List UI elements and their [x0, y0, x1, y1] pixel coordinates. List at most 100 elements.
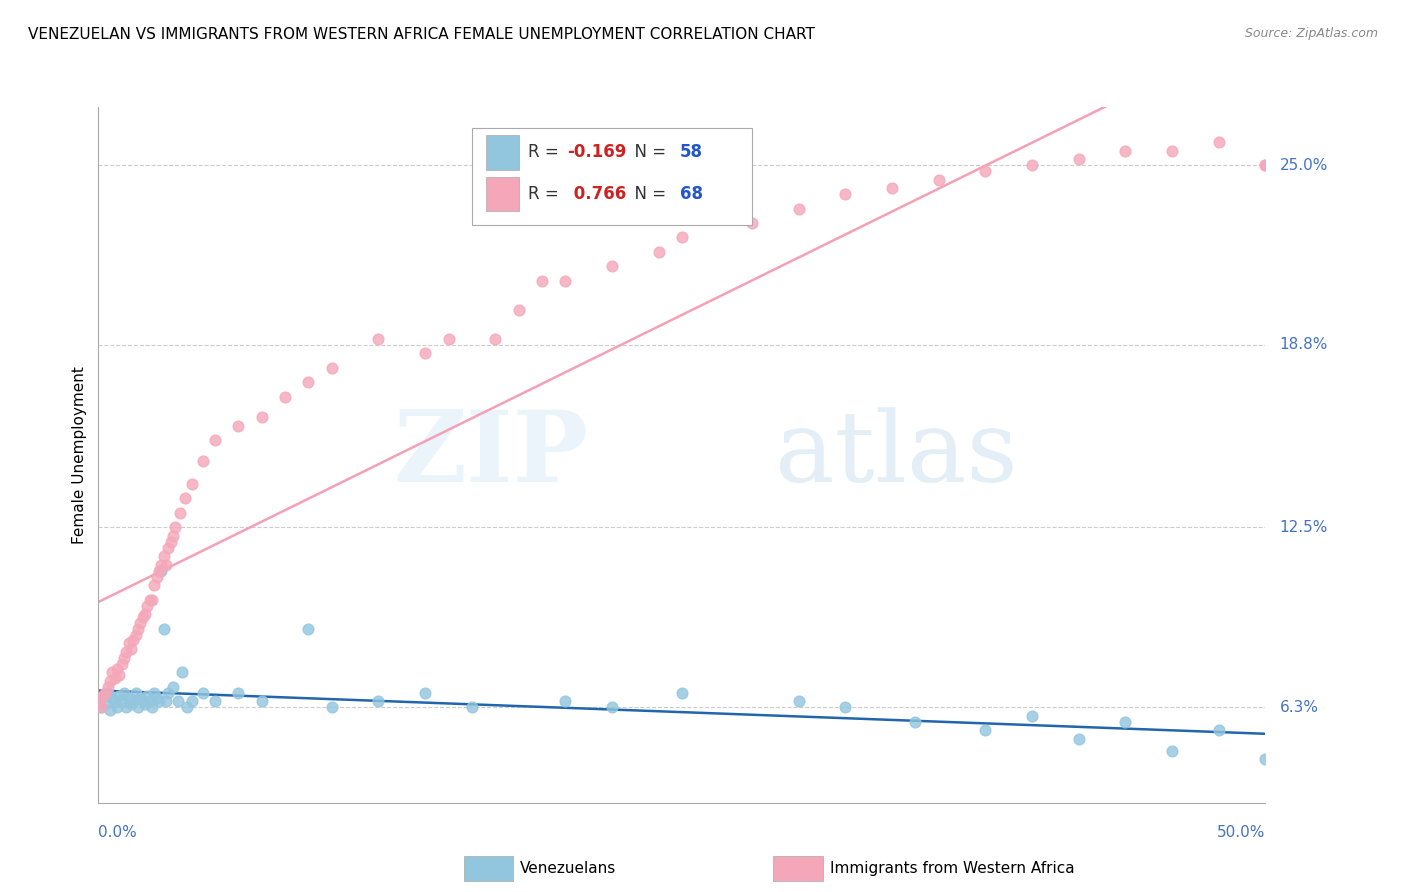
Point	[367, 694, 389, 708]
Point	[91, 689, 114, 703]
Point	[274, 390, 297, 404]
Point	[127, 700, 149, 714]
Point	[787, 202, 810, 216]
Point	[94, 685, 117, 699]
FancyBboxPatch shape	[486, 135, 519, 169]
Point	[1161, 744, 1184, 758]
Point	[125, 628, 148, 642]
Point	[105, 662, 128, 677]
Text: 12.5%: 12.5%	[1279, 520, 1327, 535]
Point	[1021, 158, 1043, 172]
Point	[143, 685, 166, 699]
Text: N =: N =	[623, 144, 671, 161]
Point	[787, 694, 810, 708]
Point	[111, 694, 134, 708]
Point	[554, 274, 576, 288]
Point	[741, 216, 763, 230]
Point	[90, 700, 112, 714]
Point	[120, 642, 142, 657]
Point	[297, 376, 319, 390]
Point	[159, 535, 181, 549]
Point	[834, 700, 856, 714]
Point	[250, 410, 273, 425]
Point	[530, 274, 553, 288]
Point	[437, 332, 460, 346]
Point	[146, 691, 169, 706]
Point	[122, 633, 145, 648]
Point	[134, 607, 156, 622]
Point	[974, 723, 997, 738]
Point	[112, 651, 135, 665]
Point	[484, 332, 506, 346]
Point	[152, 622, 174, 636]
Point	[150, 558, 173, 573]
Text: VENEZUELAN VS IMMIGRANTS FROM WESTERN AFRICA FEMALE UNEMPLOYMENT CORRELATION CHA: VENEZUELAN VS IMMIGRANTS FROM WESTERN AF…	[28, 27, 815, 42]
Point	[112, 685, 135, 699]
Point	[122, 694, 145, 708]
Point	[150, 564, 173, 578]
Point	[152, 549, 174, 564]
Text: 68: 68	[679, 185, 703, 203]
Point	[413, 685, 436, 699]
Point	[162, 680, 184, 694]
Point	[129, 615, 152, 630]
Point	[834, 187, 856, 202]
Point	[172, 665, 194, 680]
Point	[155, 694, 177, 708]
Point	[204, 694, 226, 708]
Point	[94, 698, 117, 712]
Text: 50.0%: 50.0%	[1218, 825, 1265, 840]
Point	[148, 564, 170, 578]
Point	[141, 592, 163, 607]
FancyBboxPatch shape	[486, 177, 519, 211]
Point	[132, 694, 155, 708]
Point	[98, 703, 121, 717]
Point	[87, 694, 110, 708]
Point	[600, 700, 623, 714]
Point	[1067, 153, 1090, 167]
Point	[108, 668, 131, 682]
Y-axis label: Female Unemployment: Female Unemployment	[72, 366, 87, 544]
Point	[321, 361, 343, 376]
Text: ZIP: ZIP	[394, 407, 589, 503]
Point	[148, 694, 170, 708]
Point	[1254, 158, 1277, 172]
Point	[193, 454, 215, 468]
Text: N =: N =	[623, 185, 671, 203]
Point	[134, 698, 156, 712]
Point	[115, 645, 138, 659]
Point	[141, 700, 163, 714]
Point	[105, 700, 128, 714]
Point	[204, 434, 226, 448]
Point	[508, 303, 530, 318]
Point	[120, 698, 142, 712]
Point	[1161, 144, 1184, 158]
Point	[1114, 144, 1136, 158]
Point	[143, 578, 166, 592]
Point	[671, 685, 693, 699]
Point	[139, 694, 162, 708]
Point	[880, 181, 903, 195]
Point	[155, 558, 177, 573]
Point	[647, 245, 669, 260]
Point	[115, 700, 138, 714]
Point	[136, 599, 159, 613]
Point	[413, 346, 436, 360]
Text: atlas: atlas	[775, 407, 1018, 503]
Point	[554, 694, 576, 708]
Point	[136, 689, 159, 703]
Text: Immigrants from Western Africa: Immigrants from Western Africa	[830, 862, 1074, 876]
Point	[193, 685, 215, 699]
Point	[118, 636, 141, 650]
Point	[928, 172, 950, 186]
Point	[157, 685, 180, 699]
Text: 25.0%: 25.0%	[1279, 158, 1327, 172]
Point	[101, 665, 124, 680]
Point	[297, 622, 319, 636]
Point	[101, 691, 124, 706]
Text: 58: 58	[679, 144, 703, 161]
Point	[118, 691, 141, 706]
FancyBboxPatch shape	[472, 128, 752, 226]
Point	[127, 622, 149, 636]
Text: 0.766: 0.766	[568, 185, 626, 203]
